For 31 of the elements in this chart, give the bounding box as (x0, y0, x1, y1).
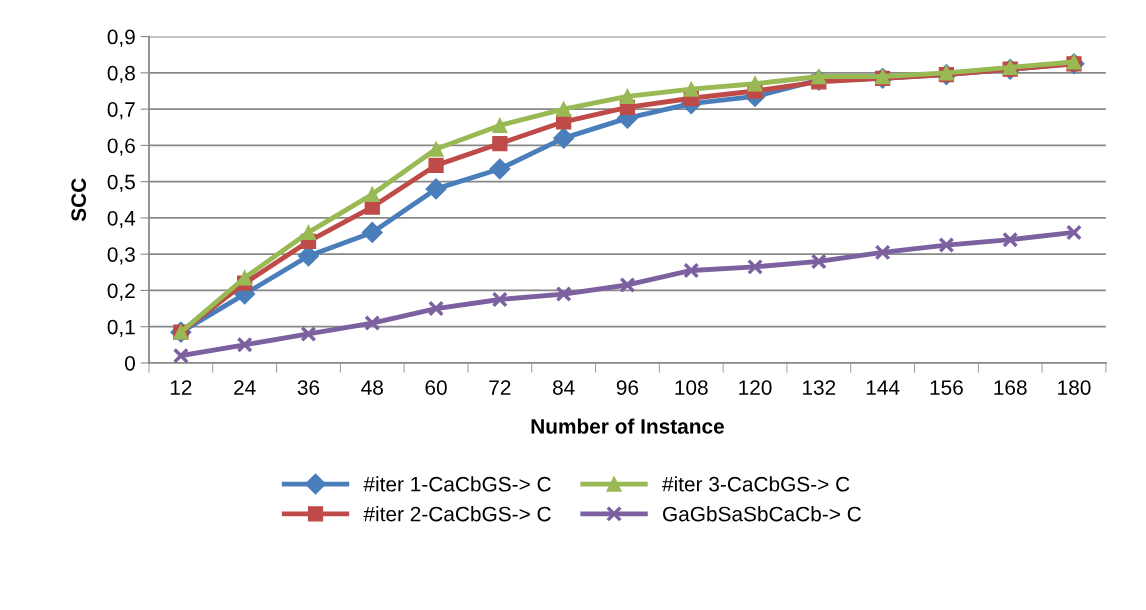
x-tick-label: 108 (675, 380, 708, 395)
x-axis-title: Number of Instance (531, 418, 724, 434)
y-tick-label: 0,5 (107, 174, 135, 192)
legend-label: #iter 3-CaCbGS-> C (662, 476, 850, 492)
y-tick-label: 0,1 (107, 319, 135, 337)
x-tick-label: 72 (489, 380, 511, 395)
y-tick-label: 0,8 (107, 65, 135, 84)
x-tick-label: 180 (1058, 380, 1091, 395)
x-tick-label: 168 (994, 380, 1027, 395)
x-tick-label: 12 (170, 380, 192, 395)
x-tick-label: 60 (425, 380, 447, 395)
x-tick-label: 48 (361, 380, 383, 395)
x-tick-label: 84 (552, 380, 575, 395)
x-tick-label: 36 (297, 380, 320, 395)
x-tick-label: 24 (234, 380, 256, 395)
y-tick-label: 0,9 (107, 29, 135, 47)
x-tick-label: 132 (803, 380, 836, 395)
x-tick-label: 144 (866, 380, 900, 395)
y-tick-label: 0 (125, 355, 135, 371)
x-tick-label: 120 (739, 380, 772, 395)
y-tick-label: 0,2 (107, 283, 135, 301)
y-tick-label: 0,7 (107, 102, 135, 120)
y-tick-label: 0,3 (107, 247, 135, 265)
x-tick-label: 96 (616, 380, 639, 395)
y-tick-label: 0,4 (107, 210, 136, 229)
legend-label: #iter 1-CaCbGS-> C (363, 476, 551, 492)
y-axis-title: SCC (71, 178, 87, 222)
x-tick-label: 156 (930, 380, 963, 395)
y-tick-label: 0,6 (107, 138, 135, 156)
legend-label: #iter 2-CaCbGS-> C (363, 506, 551, 522)
legend-label: GaGbSaSbCaCb-> C (663, 506, 861, 522)
